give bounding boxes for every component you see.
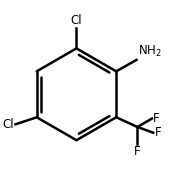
Text: F: F <box>155 126 161 139</box>
Text: Cl: Cl <box>71 14 82 27</box>
Text: F: F <box>134 145 141 158</box>
Text: NH$_2$: NH$_2$ <box>138 44 162 59</box>
Text: Cl: Cl <box>3 118 14 131</box>
Text: F: F <box>153 112 160 125</box>
